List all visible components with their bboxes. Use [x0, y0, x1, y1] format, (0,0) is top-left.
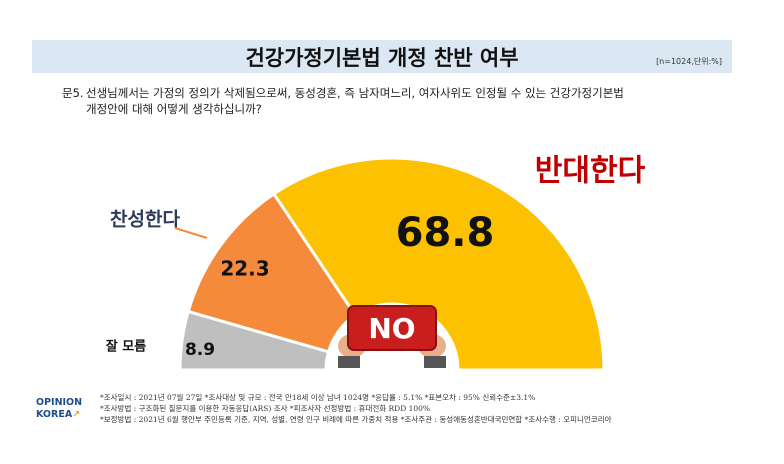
- footnote-line-3: *보정방법 : 2021년 6월 행안부 주민등록 기준, 지역, 성별, 연령…: [100, 415, 612, 424]
- value-label-disagree: 68.8: [396, 210, 495, 256]
- value-label-agree: 22.3: [220, 257, 269, 281]
- footnote-line-2: *조사방법 : 구조화된 질문지를 이용한 자동응답(ARS) 조사 *피조사자…: [100, 404, 431, 413]
- survey-footnote: *조사일시 : 2021년 07월 27일 *조사대상 및 규모 : 전국 만1…: [100, 392, 760, 425]
- footnote-line-1: *조사일시 : 2021년 07월 27일 *조사대상 및 규모 : 전국 만1…: [100, 393, 536, 402]
- leader-line-agree: [174, 227, 208, 239]
- logo-line-2: KOREA: [36, 409, 73, 420]
- slice-agree: [186, 191, 358, 354]
- question-line-1: 선생님께서는 가정의 정의가 삭제됨으로써, 동성경혼, 즉 남자며느리, 여자…: [86, 86, 624, 100]
- opinion-korea-logo: OPINION KOREA↗: [36, 397, 82, 421]
- category-label-unknown: 잘 모름: [106, 340, 146, 355]
- value-label-unknown: 8.9: [185, 340, 215, 360]
- no-sign-icon: NO: [338, 305, 446, 368]
- sample-note: [n=1024,단위:%]: [656, 57, 722, 66]
- category-label-agree: 찬성한다: [110, 209, 180, 231]
- no-badge-text: NO: [368, 312, 415, 345]
- question-text: 문5. 선생님께서는 가정의 정의가 삭제됨으로써, 동성경혼, 즉 남자며느리,…: [62, 85, 742, 117]
- logo-line-1: OPINION: [36, 397, 83, 408]
- chart-title: 건강가정기본법 개정 찬반 여부: [245, 46, 519, 70]
- category-label-disagree: 반대한다: [535, 154, 646, 189]
- title-bar: 건강가정기본법 개정 찬반 여부 [n=1024,단위:%]: [32, 40, 732, 73]
- question-number: 문5.: [62, 86, 84, 100]
- logo-arrow-icon: ↗: [72, 409, 81, 420]
- question-line-2: 개정안에 대해 어떻게 생각하십니까?: [86, 102, 262, 116]
